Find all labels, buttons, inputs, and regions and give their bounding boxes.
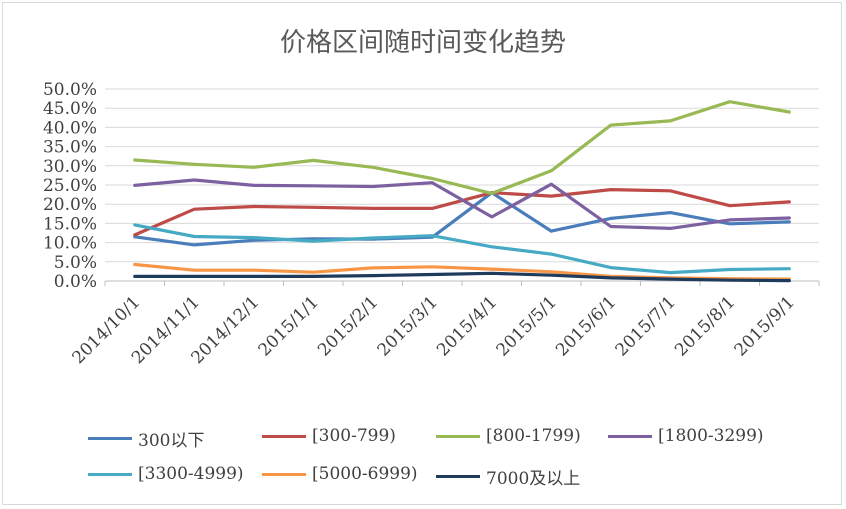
x-tick-label: 2015/6/1	[552, 292, 620, 360]
y-tick-label: 25.0%	[43, 176, 97, 196]
series-line	[133, 178, 791, 230]
y-tick-label: 15.0%	[43, 214, 97, 234]
y-tick-label: 40.0%	[43, 118, 97, 138]
legend-label: 300以下	[138, 431, 205, 451]
legend-item: [300-799)	[262, 426, 396, 446]
legend-item: 7000及以上	[436, 464, 580, 489]
series-line	[133, 271, 791, 283]
legend-swatch	[262, 472, 306, 476]
x-tick-label: 2015/8/1	[671, 292, 739, 360]
legend-label: [800-1799)	[486, 426, 581, 446]
series-line	[133, 191, 791, 247]
x-tick-label: 2015/1/1	[255, 292, 323, 360]
legend-label: [300-799)	[312, 426, 396, 446]
legend-item: 300以下	[88, 426, 204, 451]
legend-swatch	[436, 434, 480, 438]
legend-swatch	[88, 472, 132, 476]
legend-item: [1800-3299)	[608, 426, 764, 446]
x-tick-label: 2015/2/1	[314, 292, 382, 360]
y-tick-label: 10.0%	[43, 234, 97, 254]
legend-label: [1800-3299)	[658, 426, 764, 446]
legend-label: [5000-6999)	[312, 464, 418, 484]
legend-item: [800-1799)	[436, 426, 581, 446]
x-tick-label: 2015/7/1	[612, 292, 680, 360]
y-tick-label: 0.0%	[54, 272, 97, 292]
legend-swatch	[436, 475, 480, 478]
y-tick-label: 30.0%	[43, 157, 97, 177]
series-line	[133, 223, 791, 275]
y-tick-label: 50.0%	[43, 80, 97, 100]
y-tick-label: 5.0%	[54, 253, 97, 273]
y-tick-label: 35.0%	[43, 138, 97, 158]
series-line	[133, 100, 791, 195]
legend-swatch	[262, 434, 306, 438]
chart-title: 价格区间随时间变化趋势	[279, 28, 566, 58]
x-tick-label: 2015/9/1	[731, 292, 799, 360]
x-tick-label: 2015/5/1	[493, 292, 561, 360]
x-tick-label: 2015/4/1	[433, 292, 501, 360]
legend-item: [3300-4999)	[88, 464, 244, 484]
series-line	[133, 188, 791, 237]
legend-swatch	[608, 434, 652, 438]
y-tick-label: 20.0%	[43, 195, 97, 215]
x-tick-label: 2015/3/1	[374, 292, 442, 360]
y-tick-label: 45.0%	[43, 99, 97, 119]
legend-label: [3300-4999)	[138, 464, 244, 484]
legend-label: 7000及以上	[486, 469, 581, 489]
legend-swatch	[88, 437, 132, 440]
legend-item: [5000-6999)	[262, 464, 418, 484]
